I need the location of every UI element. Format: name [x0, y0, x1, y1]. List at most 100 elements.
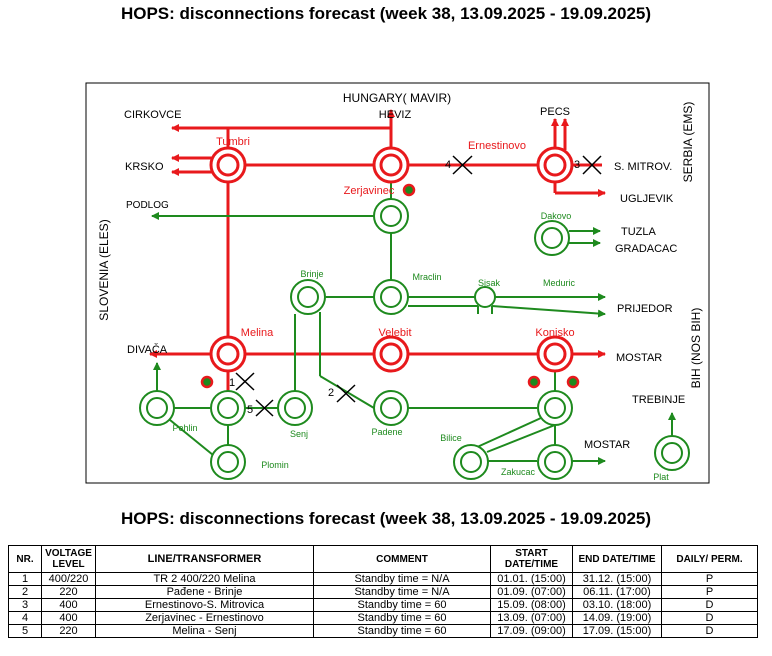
- label-mraclin: Mraclin: [412, 272, 441, 282]
- cell-daily: P: [661, 585, 758, 599]
- substation-plomin: [210, 444, 246, 480]
- table-row: 5 220 Melina - Senj Standby time = 60 17.09.…: [8, 624, 758, 638]
- breaker-dot-konjsko-2: [566, 375, 580, 389]
- neighbor-hungary: HUNGARY( MAVIR): [343, 91, 451, 105]
- lines-220kv: [151, 181, 676, 465]
- table-title: HOPS: disconnections forecast (week 38, …: [120, 509, 652, 528]
- label-melina: Melina: [241, 327, 274, 339]
- substation-mraclin: [373, 279, 409, 315]
- label-prijedor: PRIJEDOR: [617, 303, 673, 315]
- line-pehlin-plomin: [169, 419, 214, 456]
- label-tumbri: Tumbri: [216, 136, 250, 148]
- cross-1: [235, 372, 255, 391]
- marker-5: 5: [247, 404, 253, 416]
- header-nr: NR.: [8, 545, 42, 573]
- label-divaca: DIVAČA: [127, 343, 168, 356]
- label-padene: Padene: [371, 427, 402, 437]
- substation-sisak: [474, 286, 496, 308]
- cell-daily: D: [661, 598, 758, 612]
- cross-3: [582, 155, 602, 175]
- cell-comment: Standby time = N/A: [313, 572, 491, 586]
- label-mostar-2: MOSTAR: [584, 439, 630, 451]
- cell-line: TR 2 400/220 Melina: [95, 572, 314, 586]
- label-podlog: PODLOG: [126, 200, 169, 211]
- substation-zerjavinec-400: [372, 146, 410, 184]
- label-zerjavinec: Zerjavinec: [344, 185, 395, 197]
- cell-end: 31.12. (15:00): [572, 572, 662, 586]
- breaker-dots: [200, 183, 580, 389]
- cell-voltage: 400: [41, 611, 96, 625]
- cell-start: 13.09. (07:00): [490, 611, 573, 625]
- label-s-mitrov: S. MITROV.: [614, 161, 672, 173]
- cell-voltage: 220: [41, 585, 96, 599]
- lines-400kv: [149, 109, 606, 358]
- cell-nr: 5: [8, 624, 42, 638]
- breaker-dot-melina-1: [200, 375, 214, 389]
- cross-5: [255, 399, 274, 417]
- cross-4: [452, 155, 473, 175]
- cell-comment: Standby time = 60: [313, 624, 491, 638]
- table-row: 4 400 Zerjavinec - Ernestinovo Standby time…: [8, 611, 758, 625]
- cell-line: Melina - Senj: [95, 624, 314, 638]
- table-row: 1 400/220 TR 2 400/220 Melina Standby time …: [8, 572, 758, 586]
- cell-daily: P: [661, 572, 758, 586]
- cell-daily: D: [661, 624, 758, 638]
- substation-ernestinovo: [536, 146, 574, 184]
- substation-konjsko: [536, 335, 574, 373]
- header-daily: DAILY/ PERM.: [661, 545, 758, 573]
- label-heviz: HEVIZ: [379, 109, 412, 121]
- cell-start: 01.09. (07:00): [490, 585, 573, 599]
- page-title: HOPS: disconnections forecast (week 38, …: [120, 4, 652, 23]
- label-velebit: Velebit: [378, 327, 411, 339]
- marker-1: 1: [229, 377, 235, 389]
- substation-konjsko-220: [537, 390, 573, 426]
- header-line: LINE/TRANSFORMER: [95, 545, 314, 573]
- label-zakucac: Zakucac: [501, 467, 536, 477]
- cell-end: 03.10. (18:00): [572, 598, 662, 612]
- header-end: END DATE/TIME: [572, 545, 662, 573]
- label-tuzla: TUZLA: [621, 226, 657, 238]
- label-sisak: Sisak: [478, 278, 501, 288]
- label-meduric: Meduric: [543, 278, 576, 288]
- label-cirkovce: CIRKOVCE: [124, 109, 181, 121]
- header-voltage: VOLTAGE LEVEL: [41, 545, 96, 573]
- label-bilice: Bilice: [440, 433, 462, 443]
- label-pecs: PECS: [540, 106, 570, 118]
- substation-velebit: [372, 335, 410, 373]
- line-to-prijedor-2: [491, 305, 606, 318]
- label-trebinje: TREBINJE: [632, 394, 685, 406]
- marker-3: 3: [574, 159, 580, 171]
- cell-comment: Standby time = 60: [313, 598, 491, 612]
- cell-start: 15.09. (08:00): [490, 598, 573, 612]
- cell-start: 01.01. (15:00): [490, 572, 573, 586]
- label-plat: Plat: [653, 472, 669, 482]
- cell-line: Zerjavinec - Ernestinovo: [95, 611, 314, 625]
- substation-plat: [654, 435, 690, 471]
- disconnections-table: NR. VOLTAGE LEVEL LINE/TRANSFORMER COMME…: [8, 545, 758, 638]
- cell-comment: Standby time = 60: [313, 611, 491, 625]
- cell-nr: 3: [8, 598, 42, 612]
- cell-voltage: 400/220: [41, 572, 96, 586]
- label-senj: Senj: [290, 429, 308, 439]
- substation-zakucac: [537, 444, 573, 480]
- neighbor-bih: BIH (NOS BIH): [689, 308, 703, 389]
- substation-senj: [277, 390, 313, 426]
- label-plomin: Plomin: [261, 460, 289, 470]
- cross-2: [336, 384, 356, 403]
- substation-padene: [373, 390, 409, 426]
- label-pehlin: Pehlin: [172, 423, 197, 433]
- disconnection-crosses: [235, 155, 602, 417]
- cell-voltage: 400: [41, 598, 96, 612]
- label-konjsko: Konjsko: [535, 327, 574, 339]
- substation-melina: [209, 335, 247, 373]
- cell-nr: 1: [8, 572, 42, 586]
- table-row: 3 400 Ernestinovo-S. Mitrovica Standby time…: [8, 598, 758, 612]
- grid-diagram: HUNGARY( MAVIR) SLOVENIA (ELES) SERBIA (…: [85, 82, 710, 484]
- substation-dakovo: [534, 220, 570, 256]
- header-start: START DATE/TIME: [490, 545, 573, 573]
- substation-pehlin: [139, 390, 175, 426]
- substation-brinje: [290, 279, 326, 315]
- substation-melina-220: [210, 390, 246, 426]
- cell-nr: 2: [8, 585, 42, 599]
- cell-end: 17.09. (15:00): [572, 624, 662, 638]
